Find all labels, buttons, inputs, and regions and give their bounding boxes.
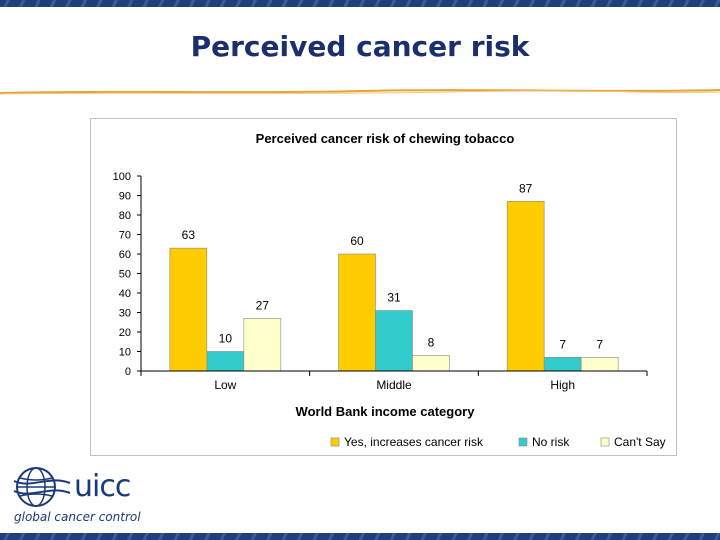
y-tick-label: 90 <box>119 191 131 203</box>
top-border <box>0 0 720 7</box>
bar-chart: Perceived cancer risk of chewing tobacco… <box>113 131 666 449</box>
globe-icon <box>13 467 71 507</box>
legend-swatch <box>518 437 528 447</box>
data-label: 60 <box>350 234 364 248</box>
logo-tagline: global cancer control <box>14 510 141 524</box>
data-label: 27 <box>256 298 270 312</box>
y-tick-label: 20 <box>119 327 131 339</box>
legend: Yes, increases cancer risk No risk Can't S… <box>330 435 666 449</box>
chart-panel: Perceived cancer risk of chewing tobacco… <box>90 118 677 456</box>
bar-middle-1 <box>338 253 376 372</box>
x-tick-label: Middle <box>376 378 412 392</box>
y-tick-label: 100 <box>113 171 131 183</box>
logo-wordmark: uicc <box>74 469 131 504</box>
data-label: 7 <box>596 337 603 351</box>
bars: 63 10 27 60 31 8 87 7 7 <box>169 181 619 372</box>
legend-label: Yes, increases cancer risk <box>344 435 484 449</box>
bottom-border <box>0 533 720 540</box>
legend-swatch <box>330 437 340 447</box>
data-label: 63 <box>182 228 196 242</box>
y-tick-label: 60 <box>119 249 131 261</box>
bar-middle-2 <box>375 310 413 372</box>
y-tick-label: 10 <box>119 347 131 359</box>
x-axis-title: World Bank income category <box>296 404 476 419</box>
data-label: 87 <box>519 181 533 195</box>
title-underline <box>0 89 720 95</box>
bar-low-3 <box>243 318 282 372</box>
chart-title: Perceived cancer risk of chewing tobacco <box>256 131 515 146</box>
x-tick-label: High <box>550 378 575 392</box>
legend-swatch <box>600 437 610 447</box>
x-axis: Low Middle High <box>140 370 648 392</box>
bar-high-2 <box>543 357 582 372</box>
uicc-logo: uicc global cancer control <box>12 465 142 527</box>
y-tick-label: 70 <box>119 230 131 242</box>
bar-low-2 <box>206 351 245 372</box>
y-tick-label: 30 <box>119 308 131 320</box>
y-axis: 0 10 20 30 40 50 60 70 80 90 100 <box>113 171 142 378</box>
data-label: 10 <box>219 332 233 346</box>
y-tick-label: 50 <box>119 269 131 281</box>
x-tick-label: Low <box>214 378 236 392</box>
y-tick-label: 0 <box>125 366 131 378</box>
slide-title: Perceived cancer risk <box>190 30 530 63</box>
bar-high-3 <box>580 357 619 372</box>
data-label: 8 <box>428 335 435 349</box>
y-tick-label: 80 <box>119 210 131 222</box>
bar-low-1 <box>169 247 208 372</box>
legend-label: No risk <box>532 435 570 449</box>
data-label: 31 <box>387 291 401 305</box>
bar-high-1 <box>506 201 545 372</box>
legend-label: Can't Say <box>614 435 666 449</box>
y-tick-label: 40 <box>119 288 131 300</box>
data-label: 7 <box>559 337 566 351</box>
bar-middle-3 <box>412 355 450 372</box>
